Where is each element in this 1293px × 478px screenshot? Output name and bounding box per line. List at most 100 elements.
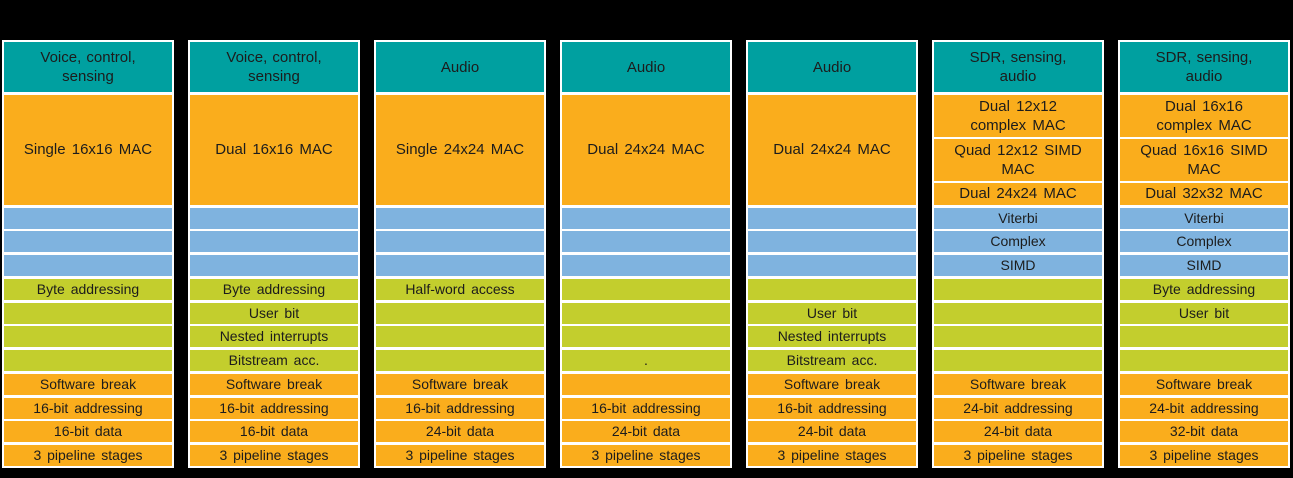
- core-column: SDR, sensing, audio Dual 12x12 complex M…: [932, 40, 1104, 468]
- accelerator-cell: Viterbi: [1120, 207, 1288, 229]
- mac-block: Dual 12x12 complex MAC: [934, 94, 1102, 137]
- core-column: Voice, control, sensing Dual 16x16 MAC B…: [188, 40, 360, 468]
- domain-header: Voice, control, sensing: [4, 42, 172, 92]
- feature-cell: [376, 350, 544, 371]
- accelerator-cell: [376, 255, 544, 276]
- feature-cell: [934, 326, 1102, 348]
- mac-block: Dual 16x16 complex MAC: [1120, 94, 1288, 137]
- feature-cell: Byte addressing: [190, 278, 358, 300]
- bottom-black-bar: [0, 468, 1293, 478]
- feature-cell: Bitstream acc.: [748, 350, 916, 371]
- mac-block-group: Dual 12x12 complex MAC Quad 12x12 SIMD MA…: [934, 94, 1102, 205]
- domain-header: Audio: [748, 42, 916, 92]
- feature-cell: Byte addressing: [1120, 278, 1288, 300]
- base-feature-cell: 3 pipeline stages: [376, 445, 544, 466]
- core-column: Audio Dual 24x24 MAC . 16-bit addressing 2…: [560, 40, 732, 468]
- accelerator-cell: SIMD: [1120, 255, 1288, 276]
- feature-cell: Bitstream acc.: [190, 350, 358, 371]
- feature-cell: [1120, 350, 1288, 371]
- accelerator-cell: Complex: [934, 231, 1102, 253]
- feature-cell: [934, 302, 1102, 324]
- accelerator-cell: [190, 255, 358, 276]
- feature-cell: [934, 350, 1102, 371]
- domain-header: Audio: [562, 42, 730, 92]
- mac-block: Dual 24x24 MAC: [934, 182, 1102, 205]
- mac-block: Dual 16x16 MAC: [190, 94, 358, 205]
- mac-block: Single 16x16 MAC: [4, 94, 172, 205]
- accelerator-cell: [562, 231, 730, 253]
- feature-cell: [562, 326, 730, 348]
- top-black-bar: [0, 0, 1293, 40]
- accelerator-cell: [562, 207, 730, 229]
- base-feature-cell: 32-bit data: [1120, 421, 1288, 443]
- mac-block: Quad 16x16 SIMD MAC: [1120, 138, 1288, 181]
- feature-cell: [4, 326, 172, 348]
- accelerator-cell: [4, 207, 172, 229]
- base-feature-cell: 16-bit addressing: [376, 397, 544, 419]
- feature-cell: [376, 302, 544, 324]
- feature-cell: [562, 278, 730, 300]
- columns-row: Voice, control, sensing Single 16x16 MAC…: [0, 40, 1293, 468]
- base-feature-cell: 3 pipeline stages: [562, 445, 730, 466]
- base-feature-cell: 3 pipeline stages: [748, 445, 916, 466]
- domain-header: Voice, control, sensing: [190, 42, 358, 92]
- base-feature-cell: 16-bit data: [190, 421, 358, 443]
- feature-cell: User bit: [1120, 302, 1288, 324]
- base-feature-cell: 24-bit addressing: [934, 397, 1102, 419]
- core-column: Audio Single 24x24 MAC Half-word access S…: [374, 40, 546, 468]
- feature-cell: Nested interrupts: [190, 326, 358, 348]
- accelerator-cell: SIMD: [934, 255, 1102, 276]
- base-feature-cell: 16-bit addressing: [4, 397, 172, 419]
- base-feature-cell: Software break: [934, 373, 1102, 395]
- base-feature-cell: 24-bit addressing: [1120, 397, 1288, 419]
- base-feature-cell: Software break: [190, 373, 358, 395]
- feature-cell: [4, 350, 172, 371]
- feature-cell: Half-word access: [376, 278, 544, 300]
- base-feature-cell: 24-bit data: [376, 421, 544, 443]
- feature-cell: User bit: [748, 302, 916, 324]
- domain-header: SDR, sensing, audio: [934, 42, 1102, 92]
- feature-cell: [376, 326, 544, 348]
- domain-header: SDR, sensing, audio: [1120, 42, 1288, 92]
- accelerator-cell: [562, 255, 730, 276]
- feature-cell: [934, 278, 1102, 300]
- core-column: Audio Dual 24x24 MAC User bit Nested inte…: [746, 40, 918, 468]
- accelerator-cell: [376, 231, 544, 253]
- mac-block-group: Dual 24x24 MAC: [562, 94, 730, 205]
- base-feature-cell: 24-bit data: [748, 421, 916, 443]
- accelerator-cell: [748, 231, 916, 253]
- base-feature-cell: [562, 373, 730, 395]
- base-feature-cell: Software break: [1120, 373, 1288, 395]
- base-feature-cell: 3 pipeline stages: [190, 445, 358, 466]
- accelerator-cell: [190, 231, 358, 253]
- feature-cell: Nested interrupts: [748, 326, 916, 348]
- feature-cell: .: [562, 350, 730, 371]
- feature-cell: [562, 302, 730, 324]
- base-feature-cell: Software break: [748, 373, 916, 395]
- base-feature-cell: 24-bit data: [562, 421, 730, 443]
- base-feature-cell: 24-bit data: [934, 421, 1102, 443]
- base-feature-cell: Software break: [376, 373, 544, 395]
- feature-cell: User bit: [190, 302, 358, 324]
- accelerator-cell: [190, 207, 358, 229]
- accelerator-cell: Viterbi: [934, 207, 1102, 229]
- feature-cell: [1120, 326, 1288, 348]
- domain-header: Audio: [376, 42, 544, 92]
- accelerator-cell: [748, 255, 916, 276]
- mac-block-group: Single 24x24 MAC: [376, 94, 544, 205]
- mac-block: Dual 24x24 MAC: [562, 94, 730, 205]
- base-feature-cell: 3 pipeline stages: [934, 445, 1102, 466]
- accelerator-cell: Complex: [1120, 231, 1288, 253]
- base-feature-cell: 16-bit addressing: [562, 397, 730, 419]
- mac-block: Dual 32x32 MAC: [1120, 182, 1288, 205]
- mac-block-group: Single 16x16 MAC: [4, 94, 172, 205]
- core-column: SDR, sensing, audio Dual 16x16 complex M…: [1118, 40, 1290, 468]
- accelerator-cell: [376, 207, 544, 229]
- accelerator-cell: [4, 231, 172, 253]
- base-feature-cell: 16-bit addressing: [748, 397, 916, 419]
- accelerator-cell: [4, 255, 172, 276]
- base-feature-cell: 3 pipeline stages: [1120, 445, 1288, 466]
- accelerator-cell: [748, 207, 916, 229]
- core-column: Voice, control, sensing Single 16x16 MAC…: [2, 40, 174, 468]
